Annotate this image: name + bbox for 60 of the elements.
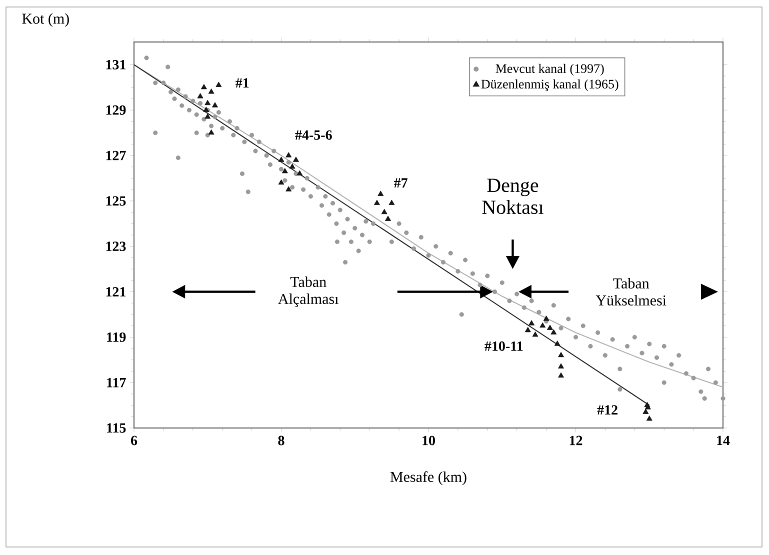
point bbox=[385, 216, 391, 221]
point bbox=[208, 88, 214, 94]
point bbox=[532, 332, 538, 337]
y-tick-label: 123 bbox=[106, 242, 126, 252]
point bbox=[528, 320, 535, 326]
y-tick-label: 129 bbox=[106, 105, 126, 115]
point bbox=[293, 156, 299, 162]
annotation: #7 bbox=[394, 178, 408, 188]
y-tick-label: 127 bbox=[106, 150, 126, 160]
x-tick-label: 8 bbox=[278, 436, 284, 446]
point bbox=[381, 208, 388, 214]
x-tick-label: 10 bbox=[422, 436, 435, 446]
point bbox=[642, 408, 649, 414]
legend-label: Düzenlenmiş kanal (1965) bbox=[481, 79, 618, 92]
point bbox=[550, 329, 557, 334]
point bbox=[282, 168, 288, 174]
point bbox=[547, 324, 553, 330]
point bbox=[204, 114, 211, 119]
point bbox=[646, 416, 652, 421]
point bbox=[204, 100, 211, 106]
y-tick-label: 115 bbox=[107, 423, 126, 433]
point bbox=[558, 363, 564, 368]
y-tick-label: 125 bbox=[106, 196, 126, 206]
point bbox=[558, 372, 564, 378]
point bbox=[208, 129, 214, 135]
point bbox=[278, 179, 284, 185]
annotation: #4-5-6 bbox=[295, 130, 332, 140]
annotation: Taban Alçalması bbox=[278, 276, 338, 308]
x-tick-label: 14 bbox=[717, 436, 730, 446]
y-tick-label: 117 bbox=[107, 378, 126, 388]
annotation: Taban Yükselmesi bbox=[596, 278, 666, 306]
point bbox=[374, 200, 380, 206]
point bbox=[388, 200, 395, 206]
point bbox=[543, 316, 550, 321]
y-tick-label: 119 bbox=[107, 332, 126, 342]
x-axis-title: Mesafe (km) bbox=[390, 471, 466, 486]
point bbox=[278, 156, 284, 162]
annotation: Denge Noktası bbox=[482, 178, 544, 214]
point bbox=[289, 163, 296, 169]
legend-label: Mevcut kanal (1997) bbox=[496, 64, 604, 76]
x-tick-label: 6 bbox=[130, 436, 138, 446]
y-tick-label: 131 bbox=[106, 60, 126, 70]
annotation: #12 bbox=[597, 405, 618, 414]
point bbox=[296, 170, 303, 176]
annotation: #10-11 bbox=[484, 341, 523, 351]
point bbox=[378, 190, 384, 196]
annotation: #1 bbox=[236, 78, 249, 88]
point bbox=[554, 340, 560, 346]
point bbox=[200, 84, 207, 90]
point bbox=[540, 322, 546, 328]
x-tick-label: 12 bbox=[570, 436, 582, 446]
point bbox=[212, 102, 218, 108]
y-tick-label: 121 bbox=[106, 287, 126, 296]
point bbox=[286, 186, 292, 192]
point bbox=[286, 152, 292, 158]
point bbox=[524, 326, 531, 332]
y-axis-title: Kot (m) bbox=[22, 13, 69, 27]
point bbox=[197, 93, 204, 98]
point bbox=[216, 82, 222, 87]
point bbox=[558, 352, 564, 358]
